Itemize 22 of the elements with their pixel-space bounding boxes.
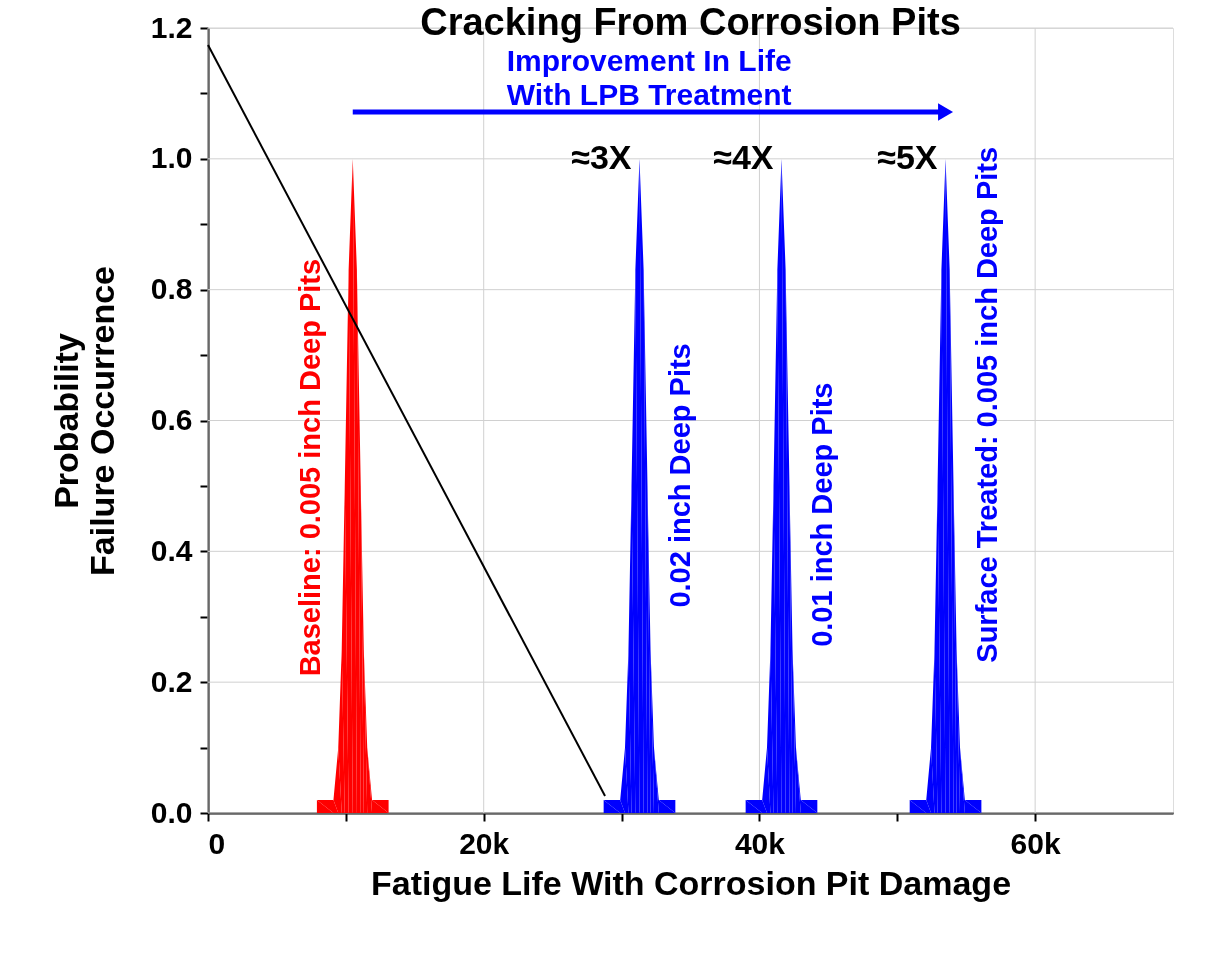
legend-label: Surface Treated: 0.005 inch Deep Pits (970, 146, 1003, 663)
text: 0.02 inch Deep Pits (664, 343, 697, 608)
chart-title: Cracking From Corrosion Pits (420, 1, 961, 43)
y-tick-label: 0.6 (150, 403, 193, 436)
y-tick-label: 0.8 (150, 272, 193, 306)
x-tick-label: 0 (208, 826, 226, 860)
annotation: ≈5X (877, 137, 938, 176)
text: Baseline: 0.005 inch Deep Pits (293, 258, 326, 677)
y-tick-label: 1.0 (150, 141, 193, 175)
y-tick-label: 0.2 (150, 664, 193, 698)
text: 0.01 inch Deep Pits (806, 382, 839, 647)
annotation: ≈4X (713, 137, 774, 176)
y-tick-label: 1.2 (150, 10, 193, 44)
x-tick-label: 20k (459, 826, 510, 860)
annotation: Improvement In Life With LPB Treatment (506, 44, 792, 111)
y-tick-label: 0.0 (150, 795, 193, 829)
x-axis-title: Fatigue Life With Corrosion Pit Damage (370, 863, 1012, 902)
annotation: ≈3X (571, 137, 632, 176)
x-tick-label: 60k (1010, 826, 1061, 860)
y-axis-title: Probability Failure Occurrence (46, 266, 121, 576)
x-tick-label: 40k (734, 826, 786, 860)
y-tick-label: 0.4 (150, 533, 193, 567)
